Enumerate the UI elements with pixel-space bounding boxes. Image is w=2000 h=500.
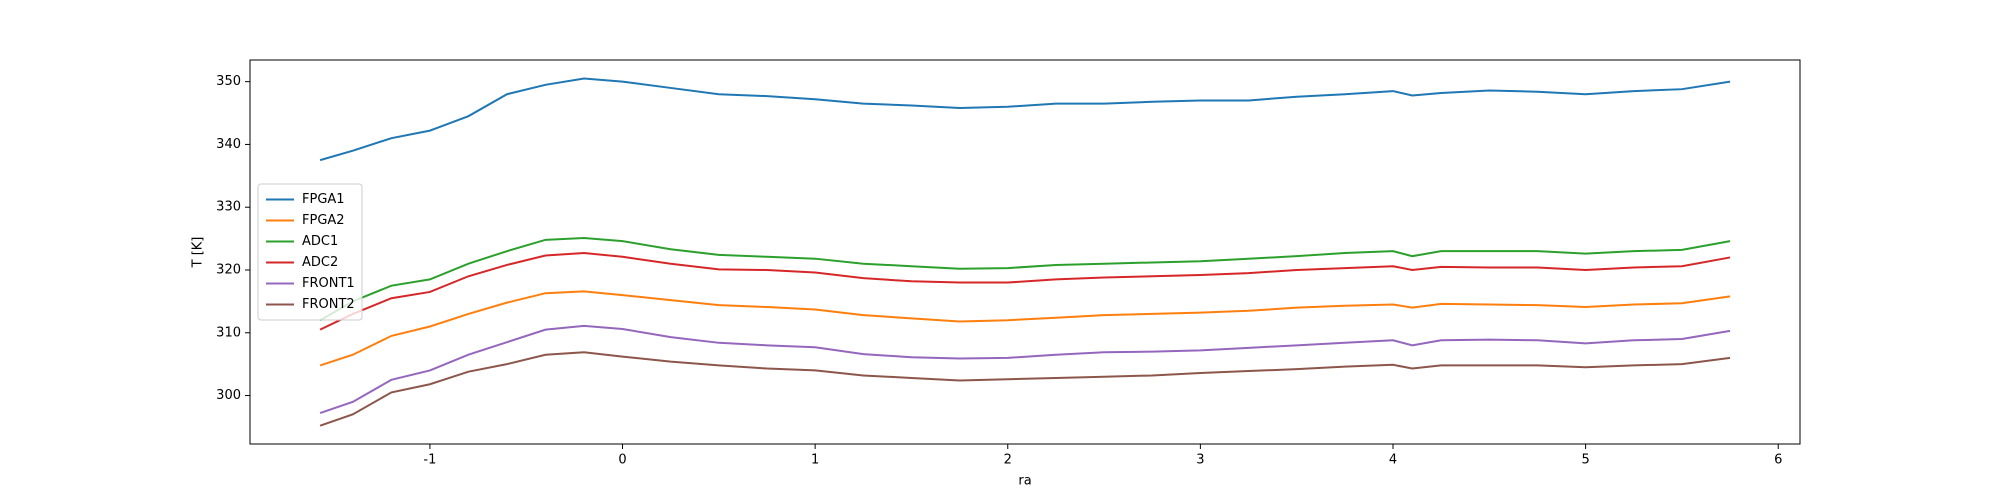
x-tick-label: 5: [1581, 453, 1589, 468]
legend: FPGA1 FPGA2 ADC1 ADC2 FRONT1 FRONT2: [257, 183, 363, 321]
legend-label: ADC1: [302, 234, 338, 249]
x-tick-label: 3: [1196, 453, 1204, 468]
series-line: [319, 351, 1731, 427]
x-tick-label: 2: [1004, 453, 1012, 468]
x-axis-label: ra: [1018, 474, 1031, 489]
plot-frame: [249, 59, 1801, 445]
legend-label: FPGA1: [302, 192, 345, 207]
legend-label: FRONT1: [302, 276, 355, 291]
x-tick-label: -1: [423, 453, 436, 468]
x-tick-label: 0: [618, 453, 626, 468]
series-line: [319, 324, 1731, 415]
x-tick-label: 4: [1389, 453, 1397, 468]
series-line: [319, 77, 1731, 162]
legend-box: [257, 183, 363, 321]
legend-label: FPGA2: [302, 213, 345, 228]
series-line: [319, 290, 1731, 367]
y-tick-label: 330: [216, 200, 241, 215]
series-line: [319, 252, 1731, 331]
y-tick-label: 310: [216, 325, 241, 340]
y-tick-label: 340: [216, 137, 241, 152]
legend-label: FRONT2: [302, 297, 355, 312]
x-tick-label: 1: [811, 453, 819, 468]
y-tick-label: 300: [216, 388, 241, 403]
x-tick-label: 6: [1774, 453, 1782, 468]
y-axis-label: T [K]: [191, 237, 206, 269]
series-line: [319, 236, 1731, 322]
y-tick-label: 350: [216, 74, 241, 89]
legend-label: ADC2: [302, 255, 338, 270]
y-tick-label: 320: [216, 262, 241, 277]
